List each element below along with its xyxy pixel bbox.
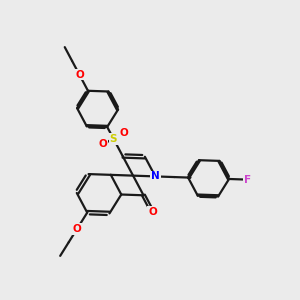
- Text: O: O: [73, 224, 82, 234]
- Text: F: F: [244, 175, 251, 184]
- Text: O: O: [119, 128, 128, 138]
- Text: O: O: [99, 139, 108, 149]
- Text: O: O: [148, 207, 157, 217]
- Text: O: O: [75, 70, 84, 80]
- Text: S: S: [110, 134, 117, 144]
- Text: N: N: [151, 171, 160, 182]
